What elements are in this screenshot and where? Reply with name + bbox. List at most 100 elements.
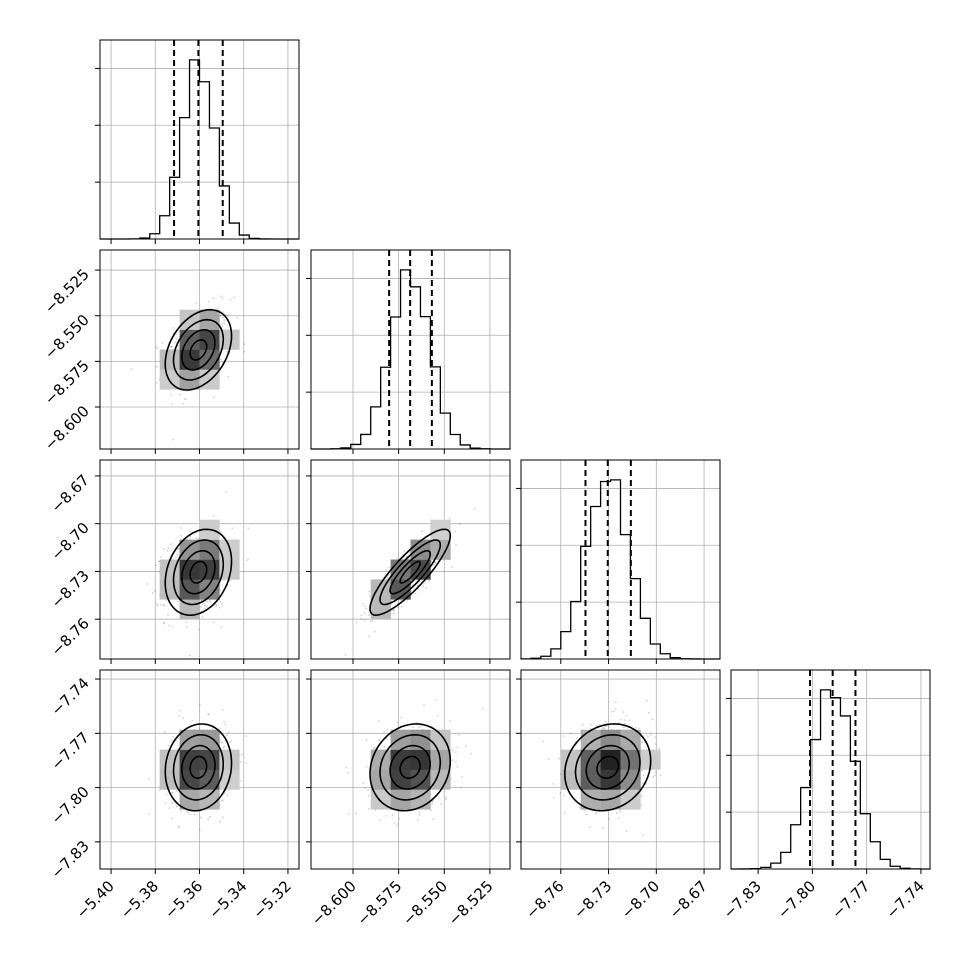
x-tick-label: −8.70 [618,877,663,922]
scatter-point [391,814,394,816]
scatter-point [158,789,161,792]
x-tick-label: −8.575 [353,877,405,929]
scatter-point [172,327,175,329]
scatter-point [179,393,181,396]
y-tick-label: −7.83 [48,837,93,882]
scatter-point [367,789,369,791]
contour-line [369,528,452,617]
scatter-point [365,607,368,610]
contour-line [189,338,208,361]
density-cell [179,579,200,600]
histogram [520,479,721,660]
scatter-point [219,600,222,603]
density-cell [219,329,240,350]
scatter-point [195,302,198,304]
x-tick-label: −8.67 [666,877,711,922]
x-tick-label: −8.550 [399,877,451,929]
scatter-point [221,297,224,300]
scatter-point [347,771,350,774]
scatter-point [473,507,476,510]
scatter-point [208,599,211,602]
scatter-point [189,654,191,657]
scatter-point [420,725,422,728]
scatter-point [157,560,160,563]
scatter-point [218,727,221,730]
scatter-point [204,604,206,607]
scatter-point [171,792,173,794]
scatter-point [176,553,179,556]
scatter-point [635,727,637,729]
scatter-point [377,720,380,722]
scatter-point [454,530,457,533]
scatter-point [583,810,586,812]
scatter-point [175,337,178,340]
scatter-point [558,757,561,760]
scatter-point [620,718,622,721]
scatter-point [451,749,454,751]
scatter-point [390,603,393,606]
y-tick-label: −7.80 [48,783,93,828]
density-cell [219,559,240,580]
panel-frame [520,459,721,660]
panel-1-0: −8.600−8.575−8.550−8.525 [41,249,300,454]
scatter-point [594,812,597,815]
contour-line [189,755,208,779]
scatter-point [396,721,399,724]
scatter-point [220,295,223,298]
y-tick-label: −8.600 [41,402,93,454]
scatter-point [221,602,224,605]
y-tick-label: −8.525 [41,265,93,317]
scatter-point [563,735,566,737]
scatter-point [182,717,184,720]
scatter-point [368,614,370,617]
scatter-point [374,746,376,749]
scatter-point [223,579,225,582]
scatter-point [385,569,388,572]
scatter-point [159,556,162,558]
panel-3-2: −8.76 −8.73 −8.70 −8.67 [516,669,721,922]
scatter-point [581,723,584,726]
scatter-point [218,606,221,609]
scatter-point [215,605,218,608]
scatter-point [207,713,210,716]
scatter-point [440,803,442,805]
scatter-point [167,613,169,616]
scatter-point [155,365,158,368]
scatter-point [174,341,177,344]
scatter-point [410,579,413,582]
scatter-point [618,817,620,820]
scatter-point [166,550,169,552]
density-cell [560,769,581,790]
contour-line [399,560,422,584]
scatter-point [155,564,158,567]
scatter-point [458,733,460,736]
scatter-point [225,734,228,737]
density-cell [159,349,180,370]
scatter-point [219,531,222,534]
scatter-point [449,719,451,722]
scatter-point [624,723,626,725]
scatter-point [227,375,230,378]
scatter-point [201,615,204,618]
scatter-point [239,761,242,764]
contour-line [399,755,422,779]
scatter-point [431,800,433,803]
scatter-point [367,794,370,797]
scatter-point [400,716,403,719]
contour-line [574,733,641,801]
scatter-point [655,771,657,774]
scatter-point [461,776,464,778]
scatter-point [379,819,382,822]
scatter-point [224,723,227,726]
scatter-point [651,718,654,721]
scatter-point [220,741,223,744]
scatter-point [185,621,188,623]
contour-line [563,723,652,812]
panel-frame [310,459,511,660]
x-tick-label: −7.83 [720,877,765,922]
scatter-point [219,315,222,318]
scatter-point [431,802,434,805]
density-cell [159,579,180,600]
scatter-point [482,707,484,710]
scatter-point [355,812,358,815]
